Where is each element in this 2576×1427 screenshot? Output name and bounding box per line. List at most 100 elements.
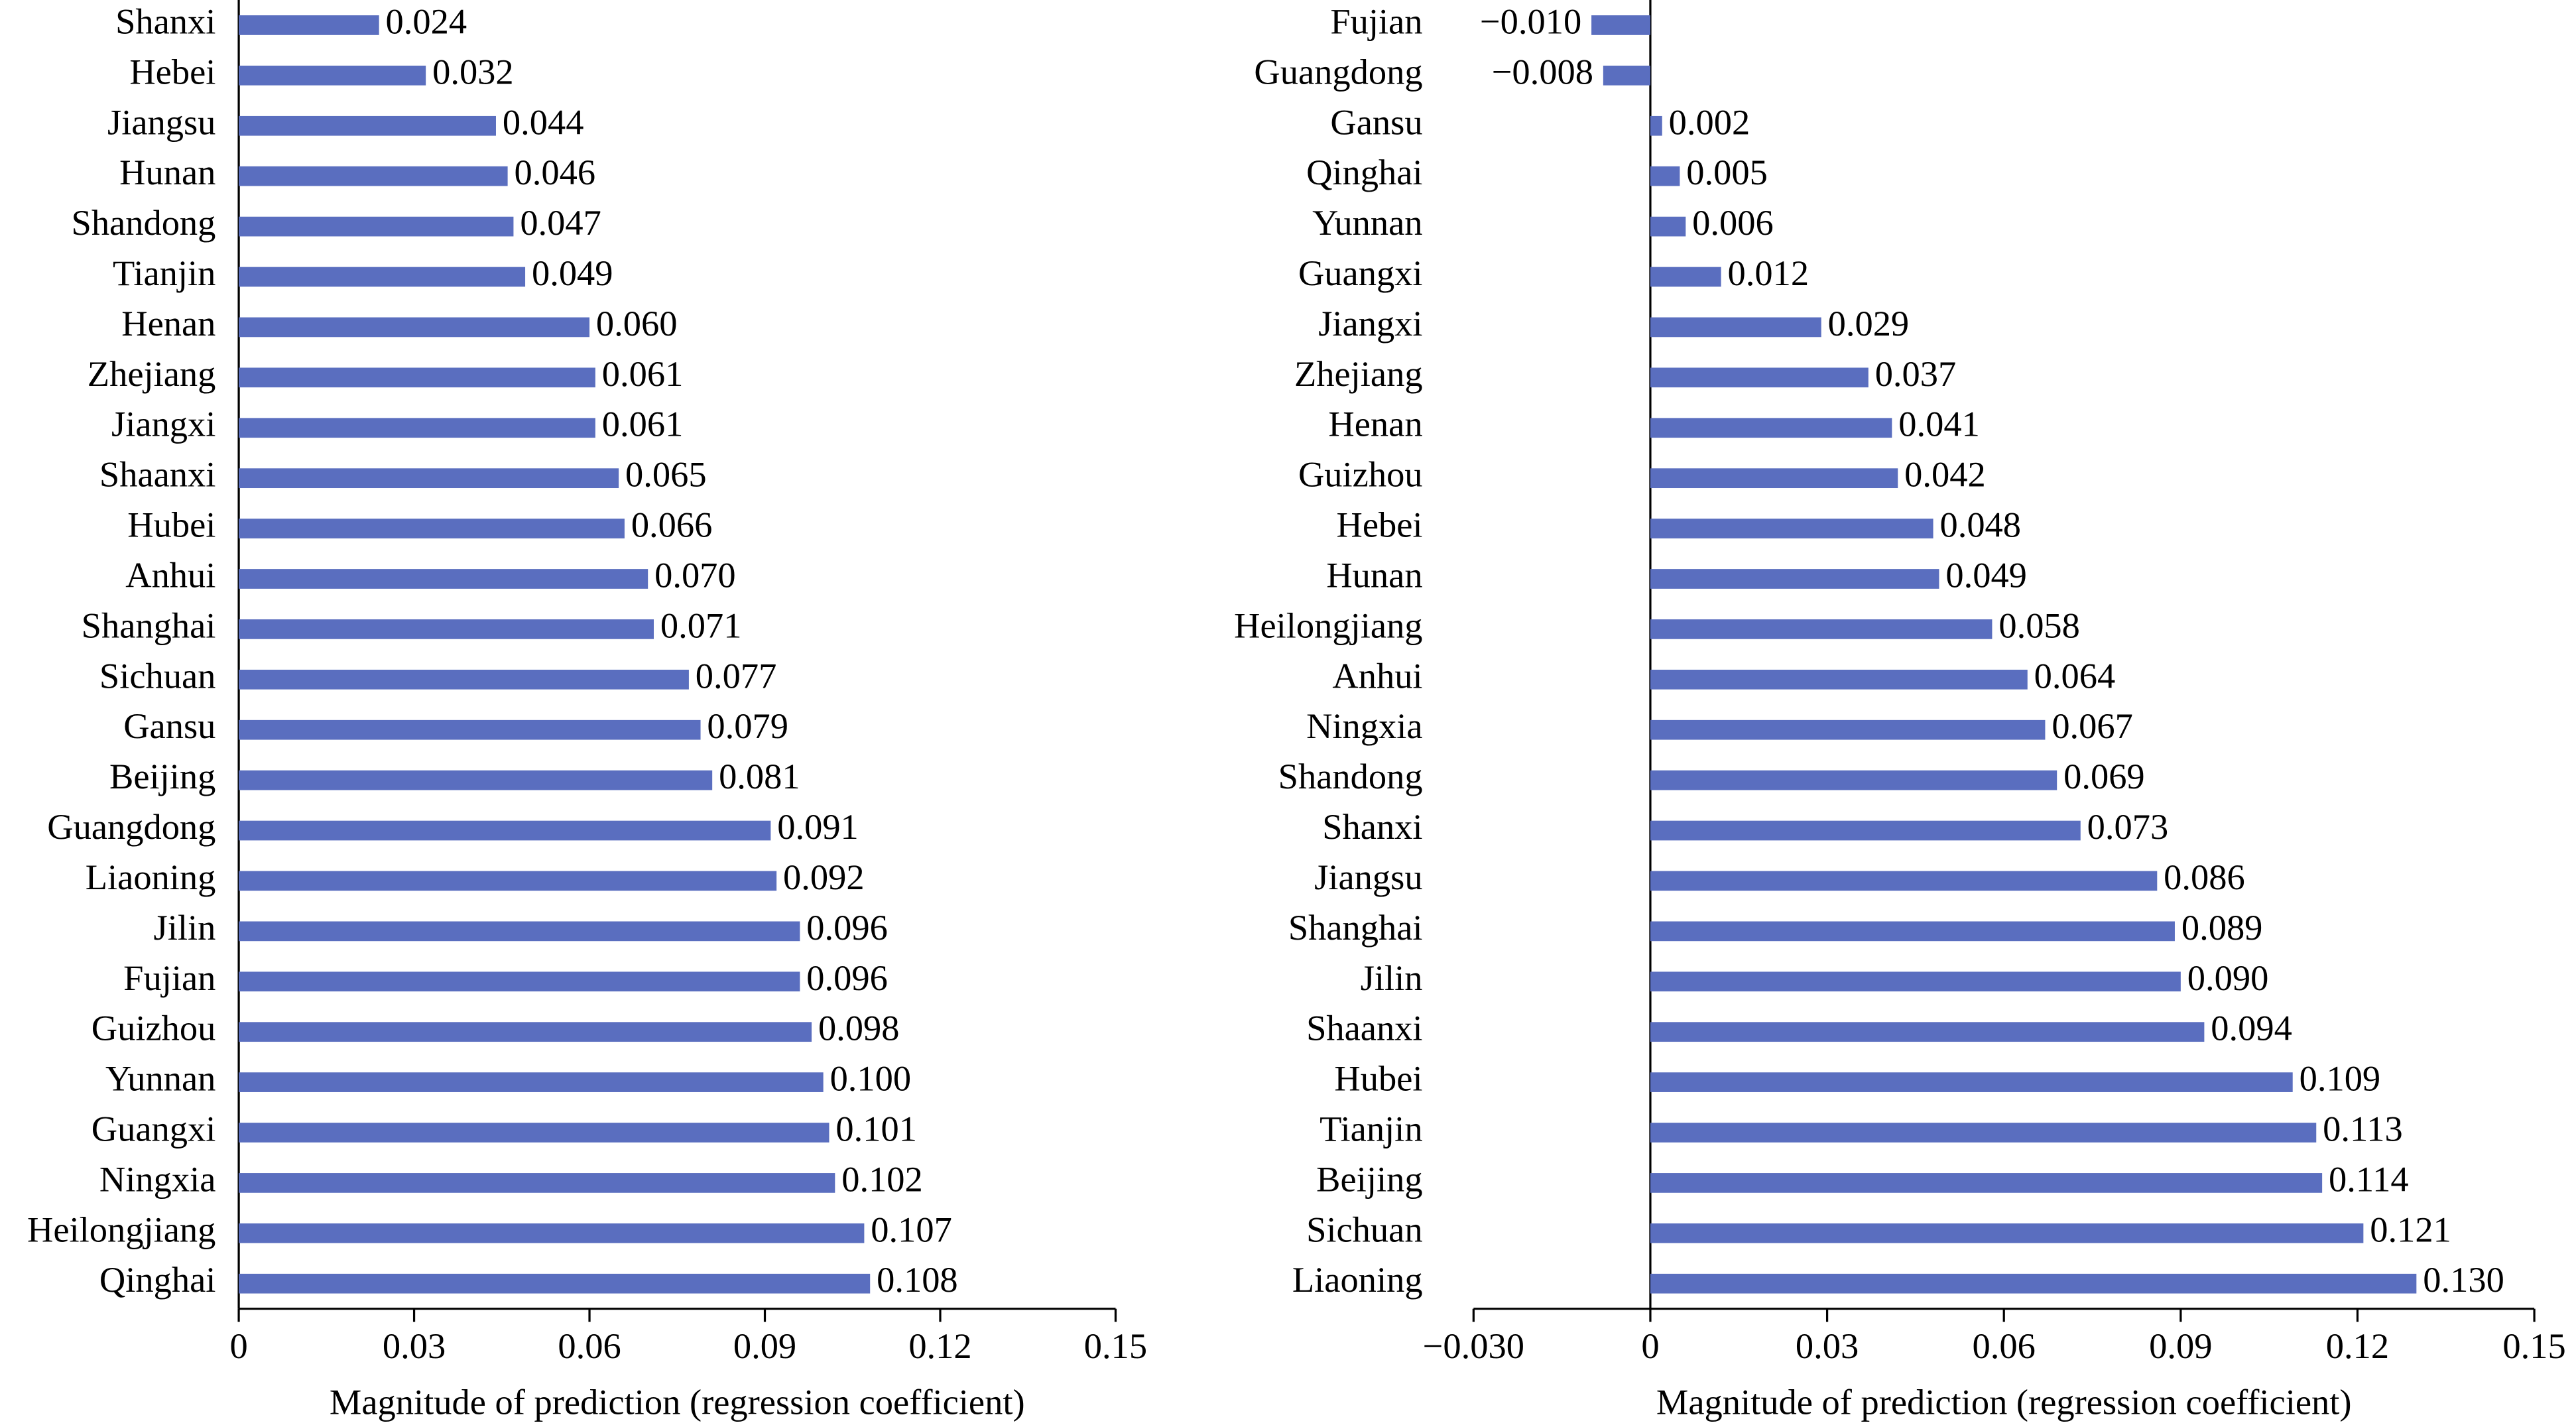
category-label: Gansu [123, 706, 215, 746]
category-label: Hebei [129, 51, 215, 92]
category-label: Hunan [119, 152, 215, 192]
value-label: 0.048 [1939, 505, 2021, 545]
category-label: Shanxi [1322, 806, 1422, 847]
category-label: Ningxia [1306, 706, 1422, 746]
bar [1650, 669, 2028, 690]
category-label: Guangdong [1254, 51, 1422, 92]
bar [1650, 619, 1993, 639]
value-label: 0.092 [783, 857, 865, 897]
value-label: 0.049 [1945, 554, 2027, 595]
value-label: 0.012 [1728, 253, 1809, 293]
value-label: 0.109 [2300, 1058, 2381, 1099]
category-label: Shaanxi [1306, 1008, 1422, 1048]
category-label: Shanxi [115, 1, 215, 41]
value-label: 0.002 [1669, 101, 1750, 142]
bar [1650, 1173, 2323, 1193]
category-label: Guangxi [1298, 253, 1423, 293]
bar [239, 15, 379, 35]
value-label: 0.073 [2087, 806, 2169, 847]
bar [1650, 216, 1686, 237]
value-label: 0.066 [631, 505, 713, 545]
bar [1650, 770, 2057, 790]
category-label: Shanghai [1288, 907, 1423, 948]
category-label: Yunnan [1312, 202, 1422, 243]
x-tick-label: 0.06 [1973, 1326, 2036, 1366]
value-label: 0.091 [777, 806, 859, 847]
bar [1650, 468, 1898, 489]
value-label: 0.101 [835, 1109, 917, 1149]
value-label: 0.049 [532, 253, 613, 293]
value-label: 0.061 [602, 404, 684, 444]
bar [1650, 267, 1721, 287]
bar [239, 115, 496, 136]
value-label: 0.006 [1692, 202, 1774, 243]
x-tick-label: 0 [1641, 1326, 1659, 1366]
value-label: 0.060 [596, 303, 678, 343]
category-label: Jiangxi [111, 404, 215, 444]
bar [1650, 1273, 2417, 1294]
x-axis-title: Magnitude of prediction (regression coef… [330, 1381, 1025, 1422]
bar [239, 971, 800, 992]
bar [1650, 1022, 2205, 1042]
x-axis-title: Magnitude of prediction (regression coef… [1656, 1381, 2352, 1422]
bar [239, 317, 590, 338]
category-label: Jiangsu [1314, 857, 1422, 897]
value-label: 0.098 [818, 1008, 900, 1048]
value-label: 0.047 [520, 202, 601, 243]
value-label: 0.058 [1998, 605, 2080, 645]
x-tick-label: 0.03 [1796, 1326, 1859, 1366]
bar [239, 1273, 871, 1294]
value-label: 0.100 [830, 1058, 912, 1099]
value-label: 0.108 [877, 1259, 958, 1300]
value-label: 0.037 [1875, 353, 1957, 394]
value-label: 0.070 [654, 554, 736, 595]
bar [239, 1022, 812, 1042]
x-tick-label: 0.15 [1084, 1326, 1147, 1366]
value-label: 0.046 [515, 152, 596, 192]
bar [1650, 519, 1933, 538]
category-label: Henan [121, 303, 215, 343]
category-label: Beijing [1316, 1158, 1422, 1199]
bar [239, 1072, 824, 1092]
value-label: 0.130 [2423, 1259, 2504, 1300]
value-label: 0.090 [2187, 958, 2269, 998]
bar [1650, 418, 1892, 438]
value-label: 0.102 [841, 1158, 923, 1199]
value-label: 0.005 [1686, 152, 1768, 192]
bar [239, 216, 514, 237]
category-label: Liaoning [1292, 1259, 1423, 1300]
category-label: Guangxi [92, 1109, 216, 1149]
x-tick-label: 0.06 [558, 1326, 621, 1366]
category-label: Fujian [1330, 1, 1422, 41]
bar [239, 871, 777, 891]
category-label: Anhui [125, 554, 215, 595]
category-label: Jiangsu [107, 101, 215, 142]
value-label: 0.042 [1904, 454, 1986, 495]
x-tick-label: 0.09 [2149, 1326, 2212, 1366]
bar [1603, 66, 1650, 86]
x-tick-label: 0.03 [383, 1326, 446, 1366]
bar [1591, 15, 1650, 35]
bar [1650, 971, 2181, 992]
bar [1650, 569, 1939, 589]
value-label: 0.107 [871, 1209, 952, 1249]
x-tick-label: 0 [229, 1326, 247, 1366]
value-label: 0.081 [719, 756, 800, 796]
bar [1650, 719, 2046, 740]
value-label: 0.029 [1828, 303, 1910, 343]
category-label: Liaoning [86, 857, 216, 897]
category-label: Beijing [109, 756, 215, 796]
category-label: Hubei [1334, 1058, 1422, 1099]
value-label: 0.061 [602, 353, 684, 394]
value-label: 0.071 [660, 605, 742, 645]
category-label: Yunnan [105, 1058, 215, 1099]
category-label: Hubei [127, 505, 215, 545]
x-tick-label: 0.12 [2326, 1326, 2389, 1366]
bar [239, 468, 619, 489]
value-label: 0.077 [696, 655, 777, 696]
value-label: 0.024 [386, 1, 467, 41]
category-label: Heilongjiang [27, 1209, 215, 1249]
category-label: Heilongjiang [1234, 605, 1422, 645]
category-label: Hebei [1337, 505, 1423, 545]
